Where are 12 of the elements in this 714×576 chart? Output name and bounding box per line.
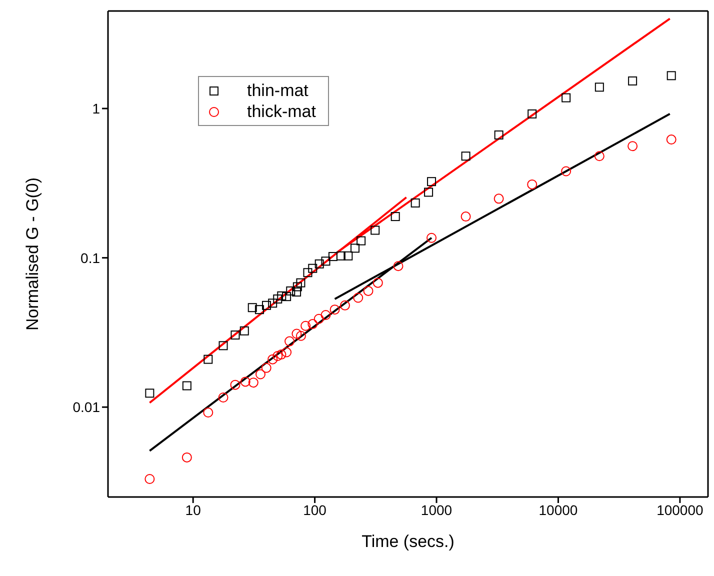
- x-tick-label: 1000: [420, 502, 452, 518]
- y-tick-label: 0.01: [72, 399, 100, 416]
- legend-label: thin-mat: [247, 80, 308, 101]
- x-axis-title: Time (secs.): [362, 532, 454, 551]
- y-axis-title: Normalised G - G(0): [23, 177, 42, 331]
- x-tick-label: 10: [185, 502, 202, 518]
- x-tick-label: 100000: [656, 502, 704, 518]
- x-tick-label: 10000: [538, 502, 578, 518]
- y-tick-label: 1: [92, 100, 100, 116]
- y-tick-label: 0.1: [80, 250, 100, 266]
- legend-label: thick-mat: [247, 101, 316, 122]
- x-tick-label: 100: [303, 502, 327, 518]
